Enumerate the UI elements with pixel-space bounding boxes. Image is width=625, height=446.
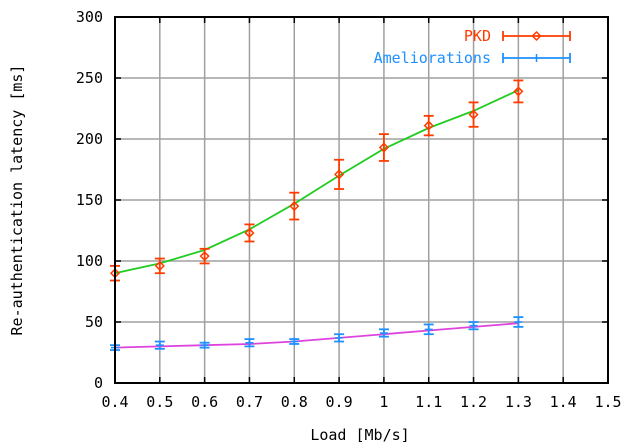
data-point bbox=[513, 86, 524, 97]
data-point bbox=[154, 260, 165, 271]
series-ameliorations bbox=[110, 316, 524, 352]
y-axis-label: Re-authentication latency [ms] bbox=[8, 65, 26, 336]
y-tick-label: 0 bbox=[94, 374, 103, 392]
series-pkd bbox=[109, 79, 524, 282]
data-point bbox=[290, 337, 299, 346]
y-tick-label: 250 bbox=[76, 69, 103, 87]
data-point bbox=[424, 325, 433, 334]
x-tick-label: 1.3 bbox=[505, 393, 532, 411]
data-point bbox=[423, 120, 434, 131]
y-tick-label: 100 bbox=[76, 252, 103, 270]
data-point bbox=[469, 321, 478, 330]
data-point bbox=[379, 328, 388, 337]
x-tick-label: 0.7 bbox=[236, 393, 263, 411]
grid-lines bbox=[115, 17, 608, 383]
x-tick-label: 1.2 bbox=[460, 393, 487, 411]
data-point bbox=[289, 201, 300, 212]
x-tick-label: 1.4 bbox=[550, 393, 577, 411]
x-tick-label: 0.4 bbox=[101, 393, 128, 411]
axis-ticks: 0.4 0.5 0.6 0.7 0.8 0.9 1 1.1 1.2 1.3 1.4 1.5 0 50 100… bbox=[76, 8, 622, 411]
x-tick-label: 0.9 bbox=[326, 393, 353, 411]
legend-label: Ameliorations bbox=[374, 49, 491, 67]
x-tick-label: 0.8 bbox=[281, 393, 308, 411]
legend-label: PKD bbox=[464, 27, 491, 45]
x-tick-label: 1.1 bbox=[415, 393, 442, 411]
y-tick-label: 50 bbox=[85, 313, 103, 331]
y-tick-label: 300 bbox=[76, 8, 103, 26]
x-axis-label: Load [Mb/s] bbox=[310, 426, 409, 444]
x-tick-label: 1 bbox=[379, 393, 388, 411]
data-point bbox=[200, 341, 209, 350]
data-point bbox=[514, 318, 523, 326]
y-tick-label: 150 bbox=[76, 191, 103, 209]
data-point bbox=[244, 227, 255, 239]
legend-marker bbox=[531, 30, 542, 42]
data-point bbox=[335, 333, 344, 342]
fit-line bbox=[114, 89, 519, 275]
data-point bbox=[199, 251, 210, 262]
data-point bbox=[245, 338, 254, 347]
legend: PKD Ameliorations bbox=[374, 27, 571, 67]
x-tick-label: 0.6 bbox=[191, 393, 218, 411]
fit-curves bbox=[114, 89, 519, 349]
data-point bbox=[334, 169, 345, 180]
data-point bbox=[378, 142, 389, 153]
y-tick-label: 200 bbox=[76, 130, 103, 148]
fit-line bbox=[114, 322, 519, 349]
data-series bbox=[109, 79, 524, 352]
x-tick-label: 1.5 bbox=[594, 393, 621, 411]
data-point bbox=[155, 341, 164, 350]
data-point bbox=[468, 109, 479, 120]
x-tick-label: 0.5 bbox=[146, 393, 173, 411]
